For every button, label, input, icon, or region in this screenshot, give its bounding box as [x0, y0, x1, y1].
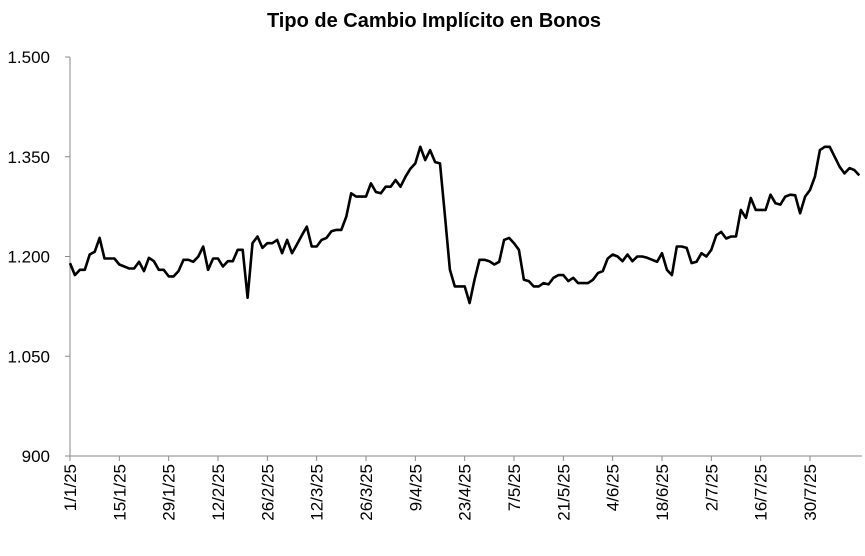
x-tick-label: 2/7/25: [702, 464, 721, 511]
x-tick-label: 30/7/25: [801, 464, 820, 521]
x-tick-label: 12/2/25: [209, 464, 228, 521]
y-tick-label: 900: [22, 447, 50, 466]
x-tick-label: 12/3/25: [308, 464, 327, 521]
x-tick-label: 29/1/25: [160, 464, 179, 521]
x-tick-label: 26/3/25: [357, 464, 376, 521]
x-tick-label: 4/6/25: [604, 464, 623, 511]
x-tick-label: 18/6/25: [653, 464, 672, 521]
x-tick-label: 21/5/25: [554, 464, 573, 521]
y-tick-label: 1.200: [7, 248, 50, 267]
chart-title: Tipo de Cambio Implícito en Bonos: [267, 10, 601, 32]
x-tick-label: 26/2/25: [258, 464, 277, 521]
x-tick-label: 7/5/25: [505, 464, 524, 511]
x-tick-label: 23/4/25: [456, 464, 475, 521]
y-tick-label: 1.500: [7, 48, 50, 67]
y-tick-label: 1.350: [7, 148, 50, 167]
y-tick-label: 1.050: [7, 347, 50, 366]
x-tick-label: 15/1/25: [110, 464, 129, 521]
x-tick-label: 1/1/25: [61, 464, 80, 511]
x-tick-label: 9/4/25: [406, 464, 425, 511]
data-line: [68, 145, 861, 305]
x-tick-label: 16/7/25: [752, 464, 771, 521]
